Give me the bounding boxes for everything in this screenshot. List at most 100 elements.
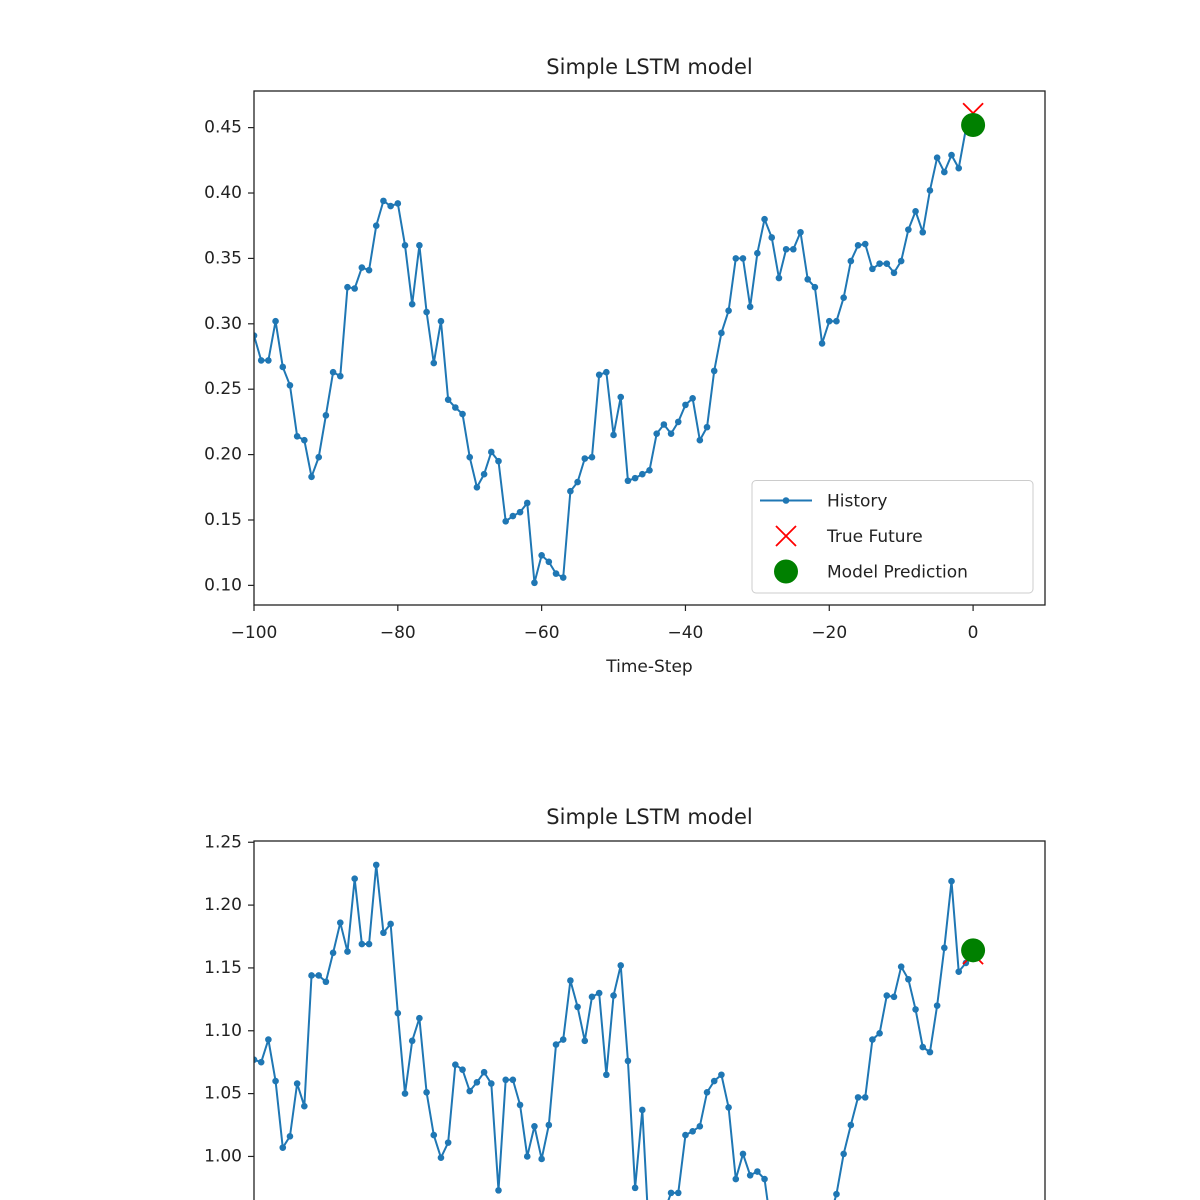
history-point — [423, 308, 430, 316]
history-point — [315, 453, 323, 461]
history-point — [437, 1154, 445, 1161]
y-tick-label: 0.45 — [204, 118, 242, 138]
history-point — [308, 972, 315, 979]
history-point — [495, 1187, 502, 1194]
y-tick-label: 1.15 — [204, 958, 242, 978]
history-point — [631, 474, 639, 482]
history-point — [466, 453, 474, 461]
history-point — [761, 1175, 768, 1183]
history-point — [883, 992, 891, 999]
history-point — [725, 1104, 732, 1111]
history-point — [322, 978, 330, 986]
legend-box — [751, 480, 1034, 594]
history-point — [667, 430, 675, 437]
history-point — [660, 421, 668, 428]
history-point — [639, 470, 646, 478]
history-point — [790, 245, 797, 253]
history-point — [444, 1139, 452, 1146]
history-point — [624, 1057, 632, 1065]
history-point — [552, 1041, 560, 1048]
history-point — [336, 919, 344, 926]
history-point — [674, 418, 682, 426]
history-point — [941, 168, 948, 176]
history-point — [840, 1150, 847, 1158]
history-point — [696, 1122, 704, 1130]
history-point — [257, 1058, 265, 1066]
history-point — [329, 949, 337, 957]
legend-label: True Future — [826, 527, 923, 547]
legend-label: History — [827, 492, 887, 512]
history-point — [365, 940, 373, 948]
history-point — [488, 1080, 495, 1087]
history-point — [567, 977, 574, 984]
history-point — [919, 228, 927, 236]
history-point — [739, 1150, 747, 1158]
history-point — [804, 276, 811, 283]
history-point — [639, 1106, 646, 1114]
history-point — [948, 877, 955, 885]
legend-label: Model Prediction — [827, 563, 968, 583]
y-tick-label: 1.25 — [204, 832, 242, 852]
history-point — [416, 242, 423, 249]
history-point — [689, 395, 696, 402]
history-point — [257, 357, 265, 364]
history-point — [912, 1006, 919, 1013]
history-point — [452, 404, 459, 411]
x-tick-label: 0 — [968, 623, 979, 643]
y-tick-label: 0.15 — [204, 510, 242, 530]
history-point — [703, 1089, 711, 1096]
history-point — [416, 1014, 423, 1022]
history-point — [854, 1094, 862, 1101]
prediction-marker — [961, 938, 986, 963]
history-point — [322, 412, 330, 419]
history-point — [761, 215, 768, 223]
history-point — [301, 436, 308, 444]
history-point — [718, 329, 725, 337]
history-point — [293, 432, 301, 440]
history-point — [279, 1144, 287, 1151]
history-point — [646, 466, 653, 474]
history-point — [495, 457, 502, 465]
history-point — [459, 410, 466, 418]
x-tick-label: −40 — [668, 623, 704, 643]
history-point — [372, 861, 380, 869]
history-point — [897, 963, 905, 970]
history-point — [588, 993, 596, 1001]
history-point — [653, 430, 660, 437]
history-point — [926, 1048, 934, 1056]
history-point — [459, 1066, 466, 1074]
history-point — [617, 962, 625, 969]
history-point — [516, 508, 524, 516]
history-point — [394, 1009, 402, 1017]
history-point — [948, 151, 955, 159]
history-point — [710, 367, 718, 375]
history-point — [890, 269, 898, 277]
axes-frame — [253, 90, 1046, 606]
history-point — [574, 1003, 581, 1011]
history-point — [509, 1076, 517, 1084]
history-line — [254, 128, 967, 584]
history-point — [725, 307, 732, 315]
history-point — [603, 1071, 610, 1079]
legend: History True Future Model Prediction — [751, 480, 1034, 594]
history-point — [631, 1184, 639, 1192]
history-point — [545, 558, 553, 566]
history-point — [430, 1131, 438, 1139]
history-point — [754, 1168, 761, 1175]
x-tick-label: −20 — [811, 623, 847, 643]
history-point — [746, 1171, 754, 1179]
y-tick-label: 0.10 — [204, 575, 242, 595]
history-point — [682, 1131, 689, 1139]
history-point — [315, 972, 323, 979]
history-point — [444, 396, 452, 403]
history-point — [509, 512, 517, 520]
history-point — [581, 1037, 589, 1045]
history-point — [876, 260, 883, 267]
history-point — [265, 357, 272, 364]
history-point — [883, 260, 891, 267]
history-point — [293, 1080, 301, 1087]
history-point — [574, 478, 581, 486]
history-point — [351, 875, 358, 883]
history-point — [559, 574, 567, 581]
history-point — [437, 317, 445, 325]
